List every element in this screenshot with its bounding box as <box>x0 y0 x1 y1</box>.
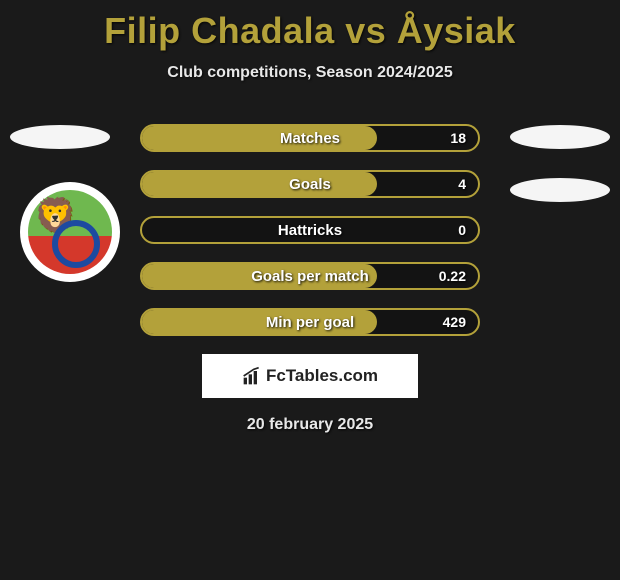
stat-value: 429 <box>443 314 466 330</box>
club-badge-graphic: 🦁 <box>28 190 112 274</box>
right-club-photo-placeholder <box>510 178 610 202</box>
stat-row: Goals per match0.22 <box>140 262 480 290</box>
right-player-photo-placeholder <box>510 125 610 149</box>
date-text: 20 february 2025 <box>0 416 620 434</box>
stat-row: Hattricks0 <box>140 216 480 244</box>
stat-row: Matches18 <box>140 124 480 152</box>
stat-row: Min per goal429 <box>140 308 480 336</box>
lion-icon: 🦁 <box>34 196 76 236</box>
chart-icon <box>242 366 262 386</box>
brand-text: FcTables.com <box>266 366 378 386</box>
stat-fill <box>142 126 377 150</box>
stat-fill <box>142 172 377 196</box>
page-title: Filip Chadala vs Åysiak <box>0 0 620 52</box>
stat-value: 4 <box>458 176 466 192</box>
stat-label: Hattricks <box>142 222 478 239</box>
stat-row: Goals4 <box>140 170 480 198</box>
stat-value: 0.22 <box>439 268 466 284</box>
page-subtitle: Club competitions, Season 2024/2025 <box>0 64 620 82</box>
brand-box[interactable]: FcTables.com <box>202 354 418 398</box>
stat-fill <box>142 264 377 288</box>
stat-value: 18 <box>450 130 466 146</box>
stat-value: 0 <box>458 222 466 238</box>
club-badge: 🦁 <box>20 182 120 282</box>
stat-fill <box>142 310 377 334</box>
left-player-photo-placeholder <box>10 125 110 149</box>
